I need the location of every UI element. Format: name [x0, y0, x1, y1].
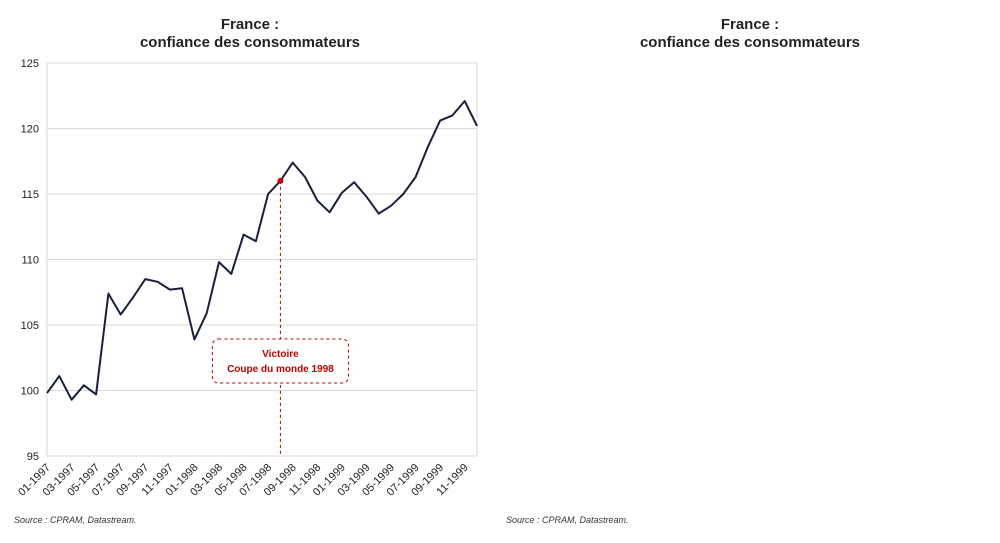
series-line: [46, 100, 478, 401]
y-tick-label: 125: [21, 58, 39, 70]
annotation-box: [211, 338, 349, 384]
chart-title: France :: [720, 16, 780, 33]
y-tick-label: 120: [21, 124, 39, 136]
y-tick-label: 105: [21, 320, 39, 332]
y-tick-label: 100: [21, 386, 39, 398]
annotation-text: Victoire: [262, 349, 299, 360]
chart-panel-1998: France : confiance des consommateurs 125…: [14, 16, 478, 525]
chart-panel-2018: France : confiance des consommateurs 110…: [500, 0, 1000, 543]
y-tick-label: 95: [27, 451, 39, 463]
line-chart-1998: 1251201151101051009501-199703-199705-199…: [16, 58, 478, 499]
chart-subtitle: confiance des consommateurs: [639, 34, 861, 51]
chart-title: France :: [220, 16, 280, 33]
source-note: Source : CPRAM, Datastream.: [14, 515, 137, 525]
source-note: Source : CPRAM, Datastream.: [506, 515, 629, 525]
annotation-text: Coupe du monde 1998: [227, 364, 334, 375]
annotation-marker: [277, 177, 284, 184]
y-tick-label: 115: [21, 189, 39, 201]
line-chart-2018: 11010510095908501-201703-201705-201707-2…: [500, 0, 1000, 543]
y-tick-label: 110: [21, 255, 39, 267]
chart-subtitle: confiance des consommateurs: [139, 34, 361, 51]
